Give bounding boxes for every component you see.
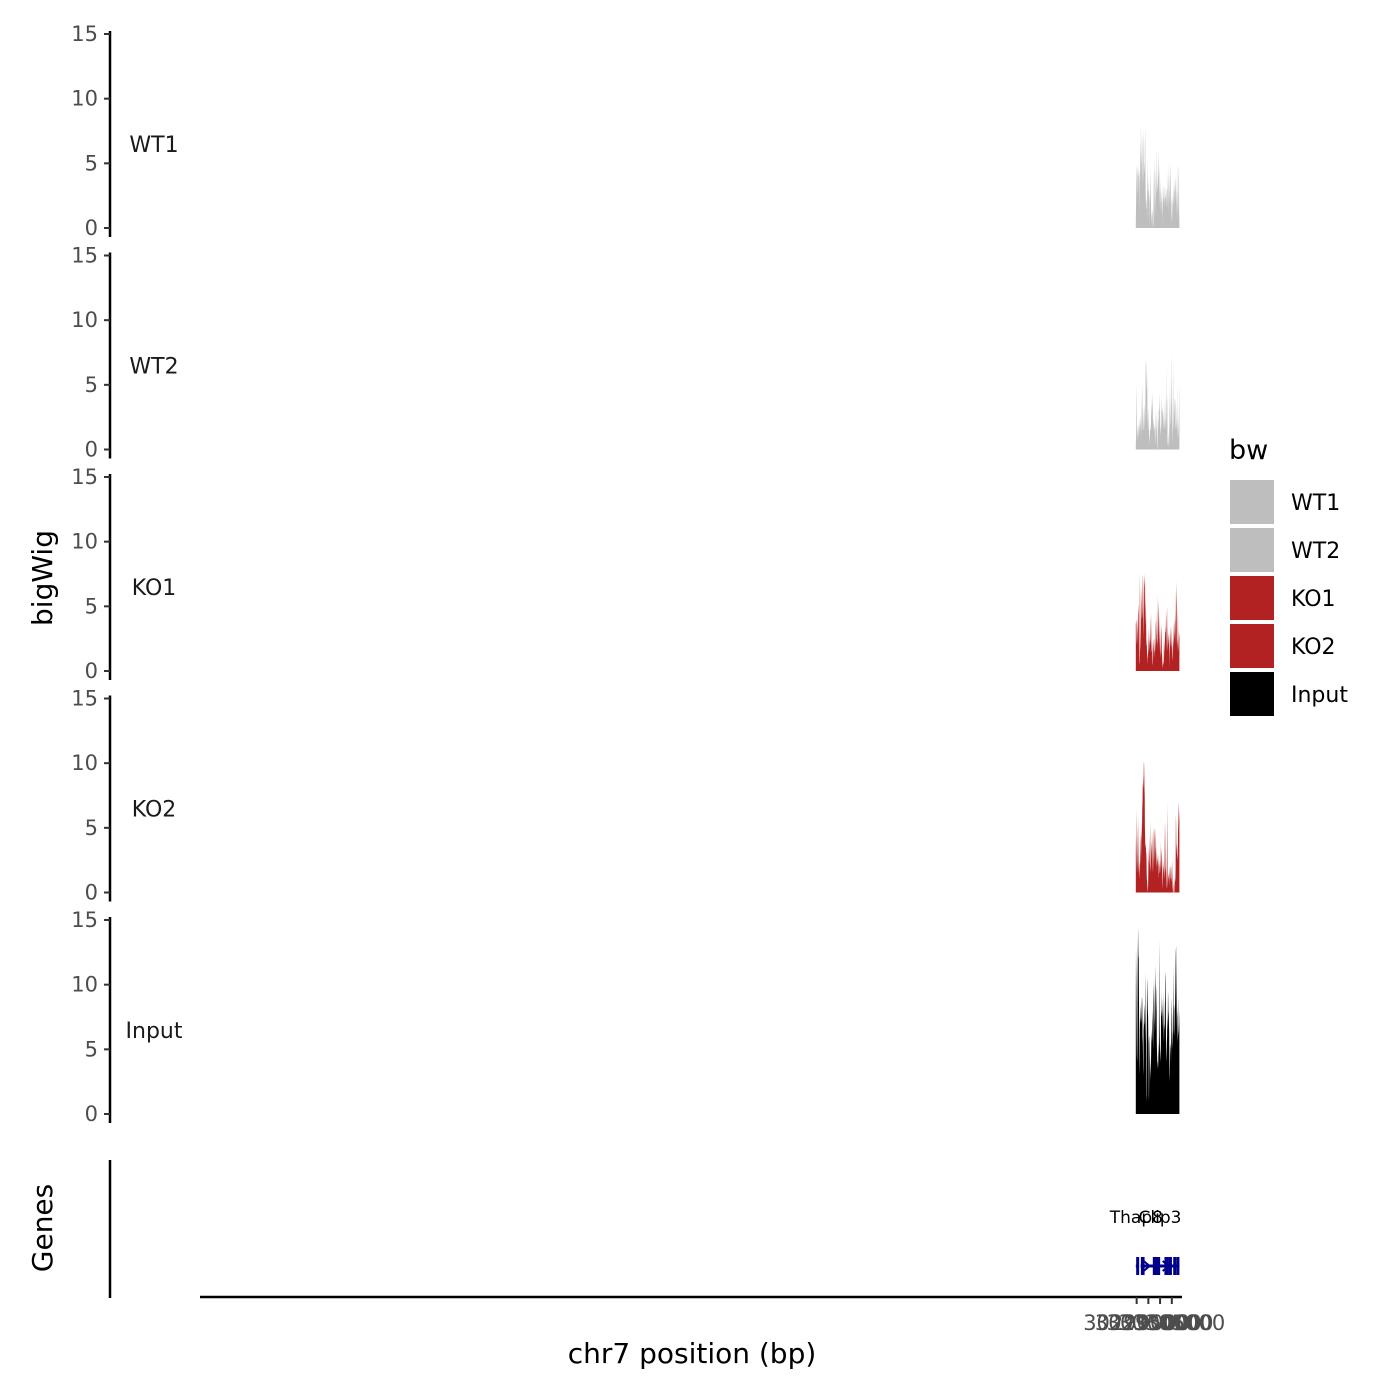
legend-item-wt1: WT1 (1230, 480, 1340, 524)
x-tick-label: 30295000 (1095, 1311, 1202, 1335)
y-axis-title: bigWig (26, 530, 59, 626)
track-label: KO1 (132, 576, 177, 601)
y-tick-label: 10 (71, 751, 98, 775)
y-tick-label: 15 (71, 244, 98, 268)
track-label: Input (126, 1019, 183, 1044)
y-tick-label: 10 (71, 87, 98, 111)
x-tick-label: 30290000 (1083, 1311, 1190, 1335)
legend-item-wt2: WT2 (1230, 528, 1340, 572)
track-label: WT2 (129, 354, 178, 379)
track-ko1: 0 5 10 15 KO1 (71, 465, 1180, 683)
y-tick-label: 5 (85, 151, 98, 175)
strand-arrow-icon (1142, 1260, 1152, 1272)
y-tick-label: 0 (85, 438, 98, 462)
legend-label: KO2 (1291, 635, 1336, 660)
legend-label: KO1 (1291, 587, 1336, 612)
exon-block (1155, 1257, 1159, 1275)
y-tick-label: 5 (85, 816, 98, 840)
gene-label: Clip3 (1139, 1208, 1182, 1228)
y-tick-label: 0 (85, 216, 98, 240)
gene-clip3: Clip3 (1139, 1208, 1182, 1275)
x-axis-title: chr7 position (bp) (568, 1337, 817, 1370)
legend-item-ko2: KO2 (1230, 624, 1336, 668)
exon-block (1141, 1257, 1145, 1275)
coverage-area-wt2 (1135, 352, 1180, 450)
track-ko2: 0 5 10 15 KO2 (71, 687, 1180, 905)
exon-block (1165, 1257, 1169, 1275)
gene-thap8: Thap8 (1109, 1208, 1163, 1275)
gene-label: Thap8 (1109, 1208, 1163, 1228)
legend-swatch (1230, 528, 1274, 572)
legend-label: WT2 (1291, 539, 1340, 564)
genes-panel-title: Genes (26, 1184, 59, 1272)
y-tick-label: 15 (71, 465, 98, 489)
y-tick-label: 10 (71, 530, 98, 554)
exon-block (1173, 1257, 1177, 1275)
y-tick-label: 0 (85, 1102, 98, 1126)
track-input: 0 5 10 15 Input (71, 908, 1180, 1126)
legend-swatch (1230, 576, 1274, 620)
y-tick-label: 15 (71, 22, 98, 46)
legend-swatch (1230, 672, 1274, 716)
legend-title: bw (1229, 435, 1268, 466)
coverage-area-ko1 (1135, 574, 1180, 671)
y-tick-label: 5 (85, 594, 98, 618)
legend: bw WT1 WT2 KO1 KO2 Input (1229, 435, 1348, 716)
track-label: WT1 (129, 133, 178, 158)
y-tick-label: 0 (85, 659, 98, 683)
legend-label: Input (1291, 683, 1348, 708)
y-tick-label: 10 (71, 308, 98, 332)
exon-block (1176, 1257, 1180, 1275)
exon-block (1136, 1257, 1140, 1275)
coverage-area-input (1135, 926, 1180, 1114)
legend-swatch (1230, 480, 1274, 524)
y-tick-label: 5 (85, 373, 98, 397)
exon-block (1168, 1257, 1172, 1275)
y-tick-label: 10 (71, 973, 98, 997)
y-tick-label: 15 (71, 908, 98, 932)
legend-item-ko1: KO1 (1230, 576, 1336, 620)
exon-block (1157, 1257, 1161, 1275)
y-tick-label: 15 (71, 687, 98, 711)
x-tick-label: 30300000 (1107, 1311, 1214, 1335)
x-tick-label: 30305000 (1118, 1311, 1225, 1335)
y-tick-label: 5 (85, 1037, 98, 1061)
y-tick-label: 0 (85, 881, 98, 905)
coverage-area-ko2 (1135, 763, 1180, 893)
coverage-tracks: 0 5 10 15 WT1 0 5 10 15 WT2 0 5 10 15 KO1 0 5 10 15 KO2 0 5 10… (71, 22, 1180, 1126)
track-wt1: 0 5 10 15 WT1 (71, 22, 1180, 240)
legend-item-input: Input (1230, 672, 1348, 716)
legend-swatch (1230, 624, 1274, 668)
track-wt2: 0 5 10 15 WT2 (71, 244, 1180, 462)
track-label: KO2 (132, 797, 177, 822)
legend-label: WT1 (1291, 491, 1340, 516)
coverage-area-wt1 (1135, 127, 1180, 228)
